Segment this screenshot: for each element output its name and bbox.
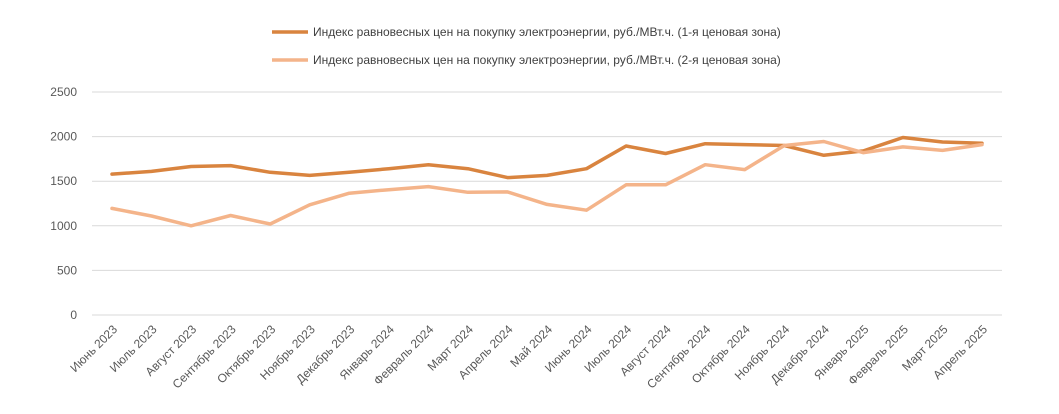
series-line-1 bbox=[110, 135, 984, 180]
y-tick-label: 0 bbox=[70, 308, 77, 322]
y-axis: 0 500 1000 1500 2000 2500 bbox=[50, 85, 77, 322]
gridlines bbox=[92, 91, 1002, 316]
y-tick-label: 1000 bbox=[50, 219, 77, 233]
legend-label-1: Индекс равновесных цен на покупку электр… bbox=[313, 25, 781, 39]
series-lines bbox=[110, 135, 984, 228]
legend-label-2: Индекс равновесных цен на покупку электр… bbox=[313, 53, 781, 67]
series-line-2 bbox=[110, 139, 984, 228]
y-tick-label: 500 bbox=[57, 263, 77, 277]
y-tick-label: 1500 bbox=[50, 174, 77, 188]
y-tick-label: 2500 bbox=[50, 85, 77, 99]
y-tick-label: 2000 bbox=[50, 130, 77, 144]
legend: Индекс равновесных цен на покупку электр… bbox=[272, 25, 781, 67]
